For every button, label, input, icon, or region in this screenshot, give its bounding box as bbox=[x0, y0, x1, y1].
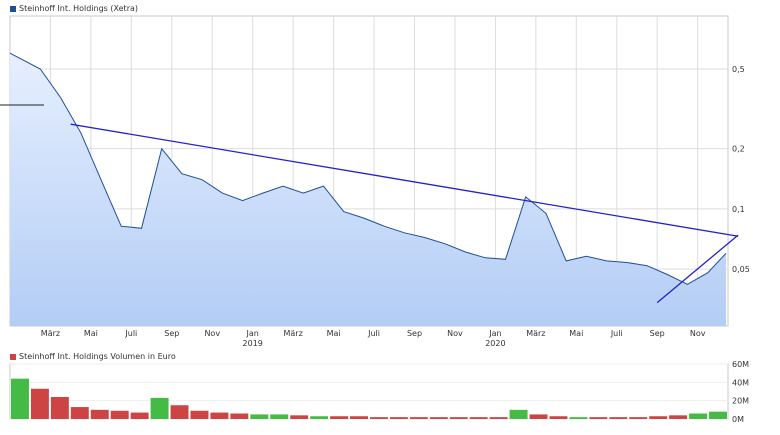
x-tick-label: März bbox=[284, 329, 303, 338]
volume-bar bbox=[130, 412, 149, 419]
volume-bar bbox=[709, 411, 727, 419]
volume-chart: 60M 40M 20M 0M bbox=[9, 360, 749, 424]
price-y-tick-label: 0,05 bbox=[732, 265, 750, 274]
price-legend: Steinhoff Int. Holdings (Xetra) bbox=[10, 4, 138, 13]
volume-bar bbox=[330, 416, 349, 419]
x-tick-label: Nov bbox=[690, 329, 706, 338]
price-area-layer bbox=[9, 52, 727, 326]
volume-bar bbox=[290, 415, 309, 419]
volume-plot-background bbox=[9, 363, 729, 420]
volume-y-tick-label: 40M bbox=[732, 378, 749, 387]
volume-bar bbox=[350, 416, 368, 419]
x-tick-label: Sep bbox=[164, 329, 179, 338]
volume-bar bbox=[629, 417, 648, 419]
price-y-tick-label: 0,2 bbox=[732, 145, 745, 154]
trendline-1 bbox=[70, 123, 739, 237]
trendline-layer bbox=[70, 123, 739, 304]
volume-bar bbox=[230, 413, 249, 419]
price-legend-swatch bbox=[10, 5, 16, 12]
volume-grid bbox=[10, 363, 728, 420]
volume-bar bbox=[190, 410, 209, 419]
volume-bar bbox=[609, 417, 628, 419]
volume-y-tick-label: 20M bbox=[732, 397, 749, 406]
trendline-2 bbox=[656, 234, 739, 304]
price-area-fill bbox=[10, 53, 726, 326]
volume-y-axis: 60M 40M 20M 0M bbox=[732, 360, 749, 424]
x-tick-label: Juli bbox=[367, 329, 380, 338]
volume-y-tick-label: 60M bbox=[732, 360, 749, 369]
volume-bar bbox=[569, 417, 588, 419]
volume-bar bbox=[90, 409, 109, 419]
volume-legend: Steinhoff Int. Holdings Volumen in Euro bbox=[10, 352, 176, 361]
x-axis: März Mai Juli Sep Nov Jan März Mai Juli Sep Nov Jan… bbox=[41, 329, 706, 348]
volume-bar bbox=[310, 416, 329, 419]
x-tick-label: März bbox=[41, 329, 60, 338]
volume-bar bbox=[50, 397, 69, 419]
x-tick-label: März bbox=[526, 329, 545, 338]
volume-bar bbox=[689, 413, 708, 419]
volume-bar bbox=[509, 409, 528, 419]
volume-bar bbox=[11, 378, 29, 419]
volume-bar bbox=[529, 414, 548, 419]
volume-bar bbox=[210, 412, 229, 419]
volume-bar bbox=[370, 417, 388, 419]
volume-bar bbox=[469, 417, 488, 419]
volume-bar bbox=[70, 407, 89, 419]
volume-bars bbox=[11, 378, 727, 419]
price-y-tick-label: 0,1 bbox=[732, 205, 745, 214]
volume-bar bbox=[429, 417, 448, 419]
volume-bar bbox=[449, 417, 468, 419]
x-tick-label: Juli bbox=[610, 329, 623, 338]
volume-bar bbox=[589, 417, 608, 419]
x-tick-label: Mai bbox=[84, 329, 98, 338]
x-tick-label: Sep bbox=[407, 329, 422, 338]
volume-bar bbox=[549, 416, 568, 419]
price-legend-label: Steinhoff Int. Holdings (Xetra) bbox=[19, 4, 139, 13]
volume-bar bbox=[270, 414, 289, 419]
x-tick-label: Nov bbox=[204, 329, 220, 338]
x-tick-label: Sep bbox=[650, 329, 665, 338]
price-chart: 0,5 0,2 0,1 0,05 März Mai Juli Sep Nov Jan März Ma… bbox=[0, 15, 750, 348]
volume-bar bbox=[489, 417, 508, 419]
volume-bar bbox=[30, 388, 49, 419]
x-tick-label: Nov bbox=[447, 329, 463, 338]
volume-bar bbox=[250, 414, 269, 419]
x-year-label: 2020 bbox=[485, 339, 505, 348]
x-tick-label: Mai bbox=[569, 329, 583, 338]
x-tick-label: Jan bbox=[488, 329, 501, 338]
volume-bar bbox=[110, 410, 129, 419]
volume-bar bbox=[170, 405, 189, 419]
x-tick-label: Juli bbox=[124, 329, 137, 338]
price-y-axis: 0,5 0,2 0,1 0,05 bbox=[732, 65, 750, 274]
price-series-line bbox=[9, 52, 727, 285]
volume-bar bbox=[409, 417, 428, 419]
volume-bar bbox=[389, 417, 408, 419]
volume-y-tick-label: 0M bbox=[732, 415, 744, 424]
volume-legend-label: Steinhoff Int. Holdings Volumen in Euro bbox=[19, 352, 176, 361]
volume-bar bbox=[150, 397, 169, 419]
volume-bar bbox=[669, 415, 688, 419]
volume-legend-swatch bbox=[10, 353, 16, 360]
price-y-tick-label: 0,5 bbox=[732, 65, 745, 74]
x-tick-label: Jan bbox=[246, 329, 259, 338]
volume-bar bbox=[649, 416, 668, 419]
x-year-label: 2019 bbox=[243, 339, 263, 348]
x-tick-label: Mai bbox=[327, 329, 341, 338]
